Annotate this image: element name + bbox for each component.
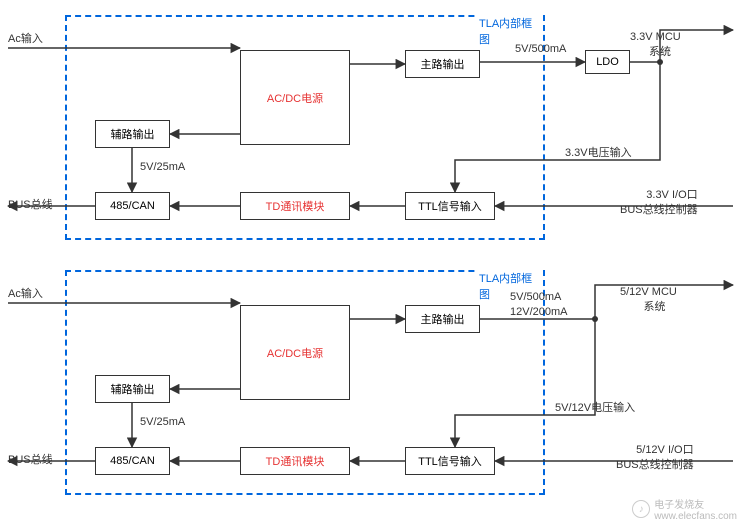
block-ldo1: LDO xyxy=(585,50,630,74)
block-aux2: 辅路输出 xyxy=(95,375,170,403)
label-bus-out-1: BUS总线 xyxy=(8,198,53,213)
label-5v25-1: 5V/25mA xyxy=(140,160,185,175)
block-td1: TD通讯模块 xyxy=(240,192,350,220)
label-vin512: 5V/12V电压输入 xyxy=(555,401,635,416)
block-td2: TD通讯模块 xyxy=(240,447,350,475)
block-main1: 主路输出 xyxy=(405,50,480,78)
label-mcu33: 3.3V MCU 系统 xyxy=(630,30,681,60)
label-5v500-1: 5V/500mA xyxy=(515,42,566,57)
label-ac-in-2: Ac输入 xyxy=(8,287,43,302)
label-vin33: 3.3V电压输入 xyxy=(565,146,632,161)
label-io512: 5/12V I/O口 BUS总线控制器 xyxy=(616,443,694,473)
block-main2: 主路输出 xyxy=(405,305,480,333)
watermark-brand: 电子发烧友 xyxy=(654,500,704,511)
label-bus-out-2: BUS总线 xyxy=(8,453,53,468)
block-bus1: 485/CAN xyxy=(95,192,170,220)
block-ttl1: TTL信号输入 xyxy=(405,192,495,220)
label-5v25-2: 5V/25mA xyxy=(140,415,185,430)
label-mcu512: 5/12V MCU 系统 xyxy=(620,285,677,315)
block-aux1: 辅路输出 xyxy=(95,120,170,148)
block-acdc2: AC/DC电源 xyxy=(240,305,350,400)
label-io33: 3.3V I/O口 BUS总线控制器 xyxy=(620,188,698,218)
block-diagram-root: TLA内部框图TLA内部框图AC/DC电源主路输出LDO辅路输出485/CANT… xyxy=(0,0,743,524)
watermark-logo-icon: ♪ xyxy=(632,500,650,518)
watermark-url: www.elecfans.com xyxy=(654,511,737,522)
block-bus2: 485/CAN xyxy=(95,447,170,475)
watermark: ♪ 电子发烧友 www.elecfans.com xyxy=(632,496,737,522)
label-ac-in-1: Ac输入 xyxy=(8,32,43,47)
block-ttl2: TTL信号输入 xyxy=(405,447,495,475)
label-5v12out: 5V/500mA 12V/200mA xyxy=(510,290,567,320)
block-acdc1: AC/DC电源 xyxy=(240,50,350,145)
